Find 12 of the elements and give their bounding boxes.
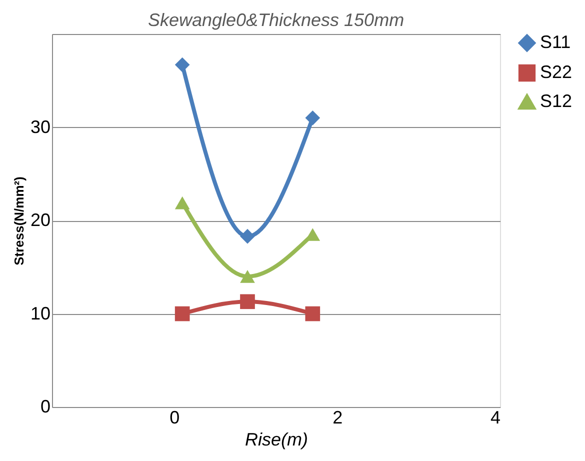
legend-label: S12 <box>540 91 572 111</box>
x-tick-label: 4 <box>490 408 500 428</box>
legend-label: S11 <box>540 32 571 52</box>
x-axis-title: Rise(m) <box>245 430 308 450</box>
y-tick-label: 20 <box>30 210 50 230</box>
y-tick-label: 10 <box>30 303 50 324</box>
chart-title: Skewangle0&Thickness 150mm <box>148 10 404 30</box>
legend-label: S22 <box>540 62 572 82</box>
x-tick-label: 2 <box>332 408 343 428</box>
y-tick-label: 30 <box>30 116 50 137</box>
y-axis-title: Stress(N/mm²) <box>11 176 26 266</box>
x-tick-label: 0 <box>170 408 180 428</box>
